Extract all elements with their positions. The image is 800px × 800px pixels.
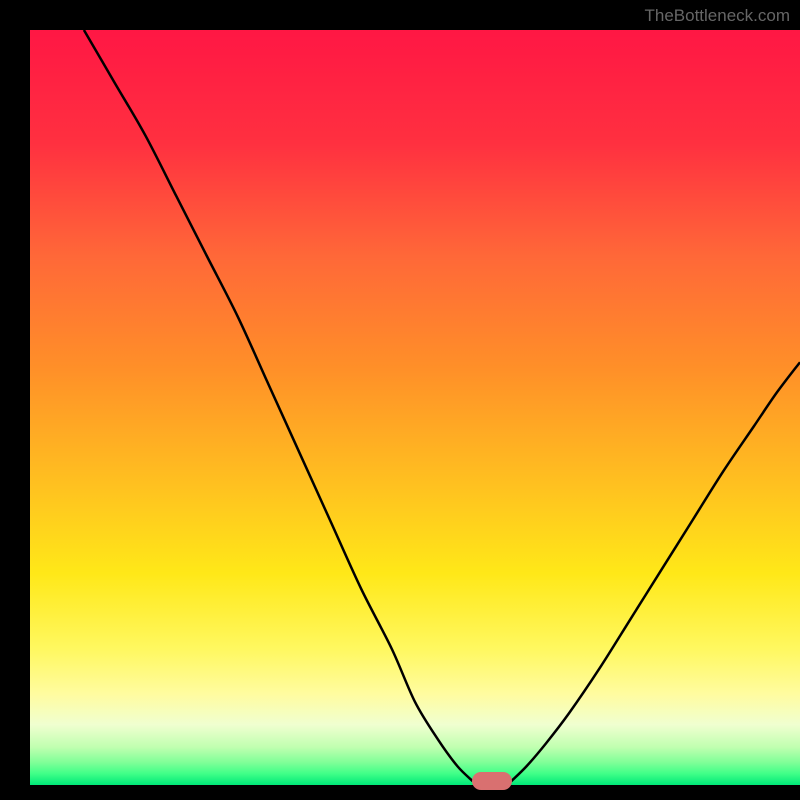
watermark-text: TheBottleneck.com (644, 6, 790, 26)
bottleneck-curve (30, 30, 800, 785)
bottleneck-chart: TheBottleneck.com (0, 0, 800, 800)
optimal-marker (472, 772, 512, 790)
plot-area (30, 30, 800, 785)
